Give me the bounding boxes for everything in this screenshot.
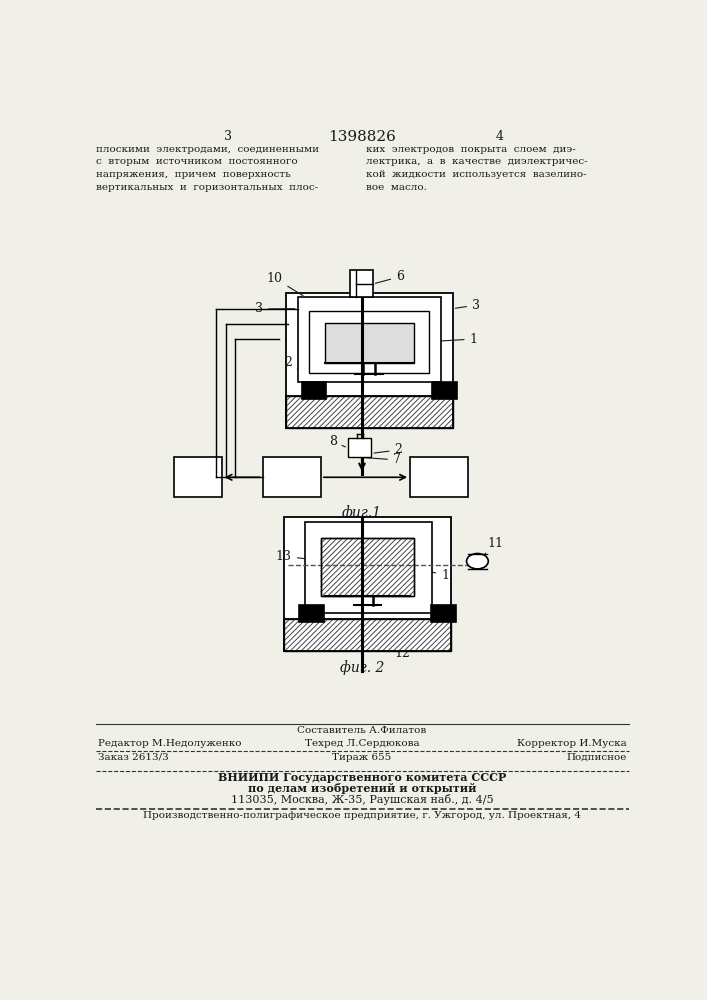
Bar <box>305 522 432 613</box>
Text: 2: 2 <box>284 356 312 380</box>
Bar <box>284 619 451 651</box>
Bar <box>299 605 324 622</box>
Text: 113035, Москва, Ж-35, Раушская наб., д. 4/5: 113035, Москва, Ж-35, Раушская наб., д. … <box>230 794 493 805</box>
Bar <box>298 297 441 382</box>
Bar <box>263 457 321 497</box>
Text: ВНИИПИ Государственного комитета СССР: ВНИИПИ Государственного комитета СССР <box>218 772 506 783</box>
Text: Корректор И.Муска: Корректор И.Муска <box>518 739 627 748</box>
Text: 4: 4 <box>495 130 503 143</box>
Text: Тираж 655: Тираж 655 <box>332 753 392 762</box>
Text: 1: 1 <box>416 568 449 582</box>
Ellipse shape <box>467 554 489 569</box>
Text: Редактор М.Недолуженко: Редактор М.Недолуженко <box>98 739 241 748</box>
Text: по делам изобретений и открытий: по делам изобретений и открытий <box>247 783 477 794</box>
Text: фиг.1: фиг.1 <box>342 505 382 520</box>
Text: Подписное: Подписное <box>566 753 627 762</box>
Text: 7: 7 <box>363 453 401 466</box>
Bar <box>325 323 414 363</box>
Bar <box>321 538 414 596</box>
Bar <box>284 517 451 651</box>
Text: Техред Л.Сердюкова: Техред Л.Сердюкова <box>305 739 419 748</box>
Text: 8: 8 <box>329 435 346 448</box>
Text: 1: 1 <box>416 333 478 346</box>
Text: 13: 13 <box>276 550 310 563</box>
Bar <box>432 382 457 399</box>
Bar <box>410 457 468 497</box>
Bar <box>348 438 371 457</box>
Bar <box>174 457 222 497</box>
Text: 6: 6 <box>375 270 404 283</box>
Text: плоскими  электродами,  соединенными
с  вторым  источником  постоянного
напряжен: плоскими электродами, соединенными с вто… <box>96 145 319 192</box>
Text: фиг. 2: фиг. 2 <box>340 661 384 675</box>
Text: 4: 4 <box>284 471 292 484</box>
Bar <box>284 619 451 651</box>
Text: 3: 3 <box>255 302 295 316</box>
Bar <box>301 382 327 399</box>
Bar <box>431 605 456 622</box>
Text: 1398826: 1398826 <box>328 130 396 144</box>
Bar <box>321 538 414 596</box>
Bar <box>286 293 452 428</box>
Text: 12: 12 <box>370 636 410 660</box>
Text: 5: 5 <box>432 471 440 484</box>
Bar <box>286 396 452 428</box>
Text: ких  электродов  покрыта  слоем  диэ-
лектрика,  а  в  качестве  диэлектричес-
к: ких электродов покрыта слоем диэ- лектри… <box>366 145 588 192</box>
Text: 11: 11 <box>485 537 503 554</box>
Text: 3: 3 <box>224 130 232 143</box>
Text: 3: 3 <box>455 299 480 312</box>
Text: Заказ 2613/3: Заказ 2613/3 <box>98 753 168 762</box>
Text: Производственно-полиграфическое предприятие, г. Ужгород, ул. Проектная, 4: Производственно-полиграфическое предприя… <box>143 811 581 820</box>
Text: 2: 2 <box>374 443 402 456</box>
Bar <box>349 270 373 297</box>
Text: Составитель А.Филатов: Составитель А.Филатов <box>298 726 426 735</box>
Bar <box>309 311 429 373</box>
Text: 10: 10 <box>267 272 303 296</box>
Text: 9: 9 <box>191 471 199 484</box>
Bar <box>286 396 452 428</box>
